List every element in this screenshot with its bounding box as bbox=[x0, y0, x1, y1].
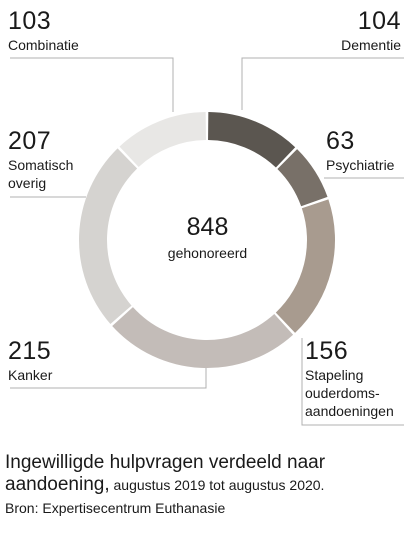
label-stapeling-line2: ouderdoms- bbox=[305, 385, 380, 401]
slice-dementie bbox=[208, 112, 296, 168]
total-label: gehonoreerd bbox=[167, 245, 248, 261]
leader-line-stapeling bbox=[301, 338, 404, 426]
label-stapeling-line3: aandoeningen bbox=[305, 403, 394, 419]
label-combinatie: Combinatie bbox=[8, 37, 79, 53]
caption-title: Ingewilligde hulpvragen verdeeld naar bbox=[5, 452, 326, 473]
caption-title-cont: aandoening, augustus 2019 tot augustus 2… bbox=[5, 474, 324, 496]
slice-stapeling-ouderdomsaandoeningen bbox=[275, 199, 335, 333]
leader-line-kanker bbox=[10, 368, 207, 389]
value-somatisch-overig: 207 bbox=[8, 127, 52, 155]
label-psychiatrie: Psychiatrie bbox=[326, 157, 395, 173]
value-kanker: 215 bbox=[8, 337, 52, 365]
donut-slices bbox=[78, 112, 335, 368]
label-stapeling-line1: Stapeling bbox=[305, 367, 364, 383]
label-somatisch-line2: overig bbox=[8, 175, 47, 191]
caption-period: augustus 2019 tot augustus 2020. bbox=[109, 477, 325, 493]
leader-line-dementie bbox=[241, 57, 404, 110]
slice-kanker bbox=[112, 307, 294, 368]
value-psychiatrie: 63 bbox=[326, 127, 355, 155]
value-combinatie: 103 bbox=[8, 7, 52, 35]
leader-line-combinatie bbox=[10, 57, 174, 112]
label-dementie: Dementie bbox=[341, 37, 401, 53]
donut-chart bbox=[10, 57, 404, 426]
leader-lines bbox=[10, 57, 404, 426]
caption-title-word: aandoening, bbox=[5, 474, 110, 495]
slice-somatisch-overig bbox=[78, 148, 138, 324]
caption-source: Bron: Expertisecentrum Euthanasie bbox=[5, 500, 226, 516]
slice-combinatie bbox=[119, 112, 206, 168]
label-kanker: Kanker bbox=[8, 367, 53, 383]
value-stapeling: 156 bbox=[305, 337, 349, 365]
label-somatisch-line1: Somatisch bbox=[8, 157, 74, 173]
value-dementie: 104 bbox=[357, 7, 401, 35]
total-value: 848 bbox=[186, 213, 229, 241]
slice-psychiatrie bbox=[277, 149, 328, 207]
